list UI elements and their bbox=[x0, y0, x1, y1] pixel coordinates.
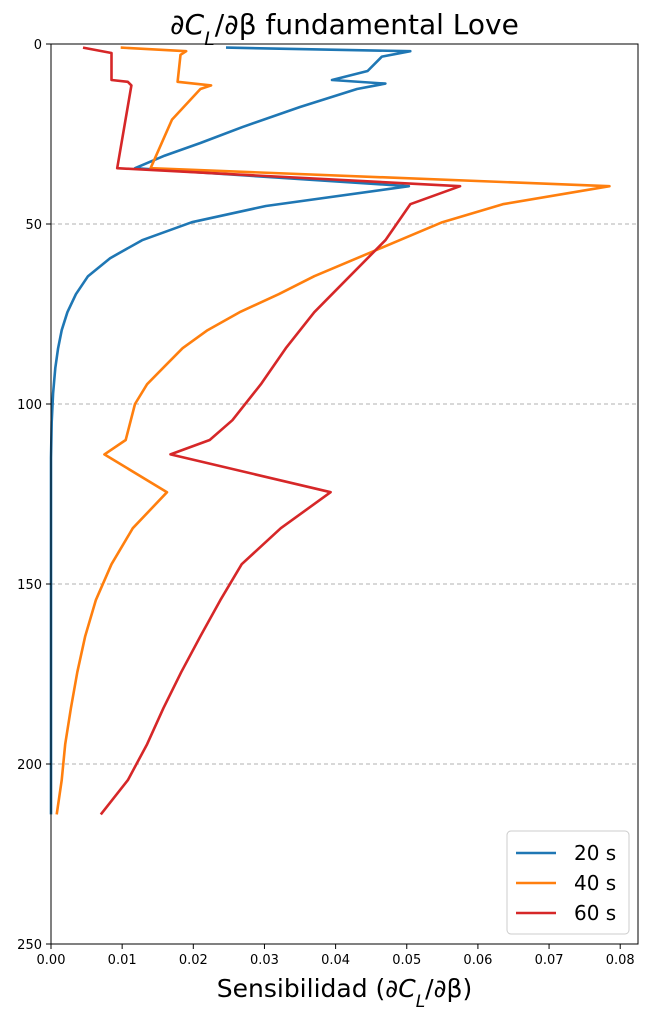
series-line-60-s bbox=[82, 46, 462, 816]
x-tick-label: 0.04 bbox=[321, 953, 350, 968]
legend-label: 60 s bbox=[574, 901, 616, 925]
x-tick-label: 0.01 bbox=[108, 953, 137, 968]
legend-box bbox=[506, 830, 630, 935]
legend: 20 s 40 s 60 s bbox=[506, 830, 630, 935]
plot-frame bbox=[50, 43, 639, 945]
y-tick-label: 100 bbox=[17, 398, 42, 413]
y-tick-label: 250 bbox=[17, 938, 42, 953]
x-axis-label: Sensibilidad (∂CL/∂β) bbox=[217, 974, 472, 1012]
legend-label: 20 s bbox=[574, 841, 616, 865]
x-tick-label: 0.02 bbox=[179, 953, 208, 968]
y-tick-label: 150 bbox=[17, 578, 42, 593]
x-tick-label: 0.07 bbox=[535, 953, 564, 968]
y-tick-label: 0 bbox=[34, 38, 42, 53]
series-lines bbox=[49, 46, 611, 816]
series-line-40-s bbox=[55, 46, 611, 815]
y-tick-label: 200 bbox=[17, 758, 42, 773]
chart-title: ∂CL/∂β fundamental Love bbox=[170, 8, 519, 50]
x-tick-label: 0.03 bbox=[250, 953, 279, 968]
y-tick-label: 50 bbox=[25, 218, 42, 233]
x-tick-label: 0.05 bbox=[392, 953, 421, 968]
x-tick-label: 0.08 bbox=[606, 953, 635, 968]
series-line-20-s bbox=[49, 46, 412, 815]
x-tick-label: 0.06 bbox=[463, 953, 492, 968]
y-axis-ticks: 0 50 100 150 200 250 bbox=[17, 38, 51, 953]
legend-label: 40 s bbox=[574, 871, 616, 895]
x-axis-ticks: 0.00 0.01 0.02 0.03 0.04 0.05 0.06 0.07 0.08 bbox=[37, 944, 635, 968]
x-tick-label: 0.00 bbox=[37, 953, 66, 968]
